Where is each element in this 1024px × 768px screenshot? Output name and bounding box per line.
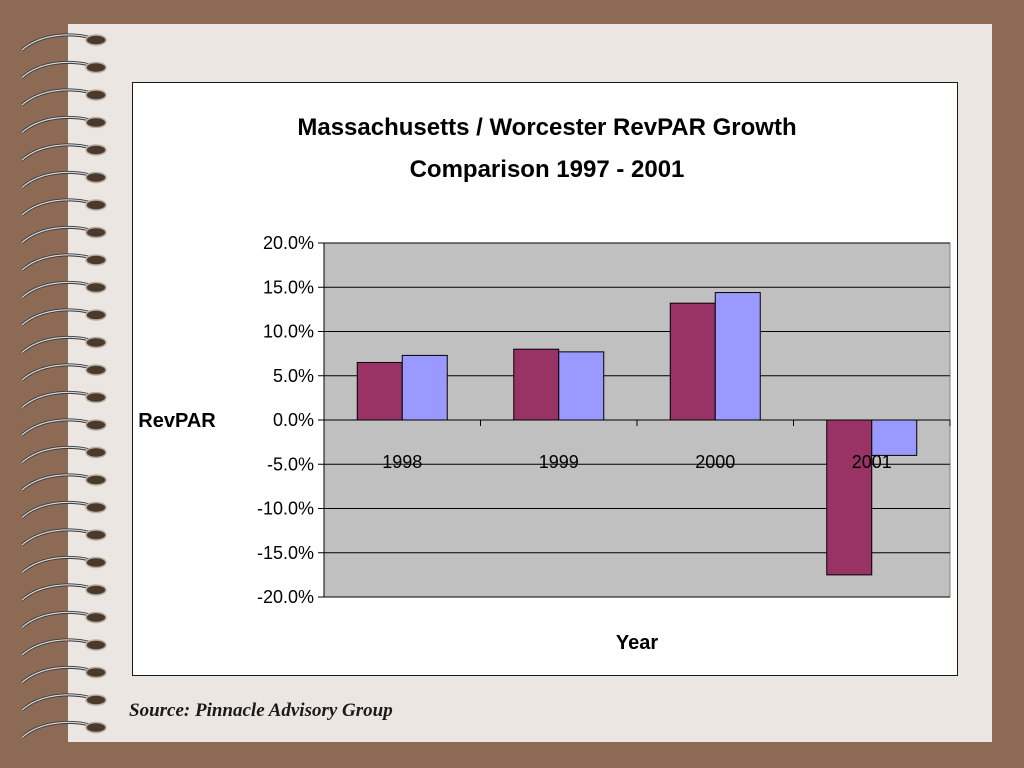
binding-coil xyxy=(21,446,93,463)
y-axis-title: RevPAR xyxy=(138,410,216,432)
source-note: Source: Pinnacle Advisory Group xyxy=(129,700,393,721)
chart-frame: Massachusetts / Worcester RevPAR Growth … xyxy=(132,82,958,676)
spiral-binding xyxy=(21,33,107,739)
y-tick-label: -10.0% xyxy=(257,499,314,519)
binding-hole xyxy=(85,171,107,184)
x-tick-label: 2001 xyxy=(852,452,892,472)
binding-hole xyxy=(85,281,107,294)
binding-hole xyxy=(85,666,107,679)
binding-hole xyxy=(85,144,107,156)
binding-hole xyxy=(85,89,107,101)
binding-coil xyxy=(21,336,93,353)
binding-hole xyxy=(85,364,107,376)
binding-hole xyxy=(85,116,107,129)
binding-coil xyxy=(21,584,93,601)
binding-coil xyxy=(21,281,93,298)
binding-hole xyxy=(85,309,107,321)
binding-coil xyxy=(21,364,93,381)
bar-1998-series-1 xyxy=(356,361,403,421)
binding-coil xyxy=(21,556,93,573)
binding-coil xyxy=(21,226,93,243)
y-tick-label: -5.0% xyxy=(267,454,314,474)
binding-hole xyxy=(85,501,107,514)
binding-coil xyxy=(21,639,93,656)
x-tick-label: 1999 xyxy=(539,452,579,472)
y-tick-label: -20.0% xyxy=(257,587,314,607)
binding-hole xyxy=(85,584,107,596)
bar-2001-series-1 xyxy=(826,419,873,576)
binding-coil xyxy=(21,529,93,546)
y-tick-label: 10.0% xyxy=(263,322,314,342)
y-tick-label: -15.0% xyxy=(257,543,314,563)
plot-area-group: 20.0% 15.0% 10.0% 5.0% 0.0% -5.0% -10.0% -15.0%… xyxy=(257,233,951,607)
x-tick-label: 1998 xyxy=(382,452,422,472)
binding-coil xyxy=(21,34,93,51)
bar-2001-series-2 xyxy=(871,419,918,456)
binding-hole xyxy=(85,254,107,266)
bar-2000-series-2 xyxy=(714,292,761,421)
binding-hole xyxy=(85,721,107,734)
binding-coil xyxy=(21,474,93,491)
binding-coil xyxy=(21,694,93,711)
binding-hole xyxy=(85,419,107,431)
binding-hole xyxy=(85,391,107,404)
x-axis-title: Year xyxy=(616,632,658,654)
y-tick-label: 20.0% xyxy=(263,233,314,253)
chart: Massachusetts / Worcester RevPAR Growth … xyxy=(138,114,951,654)
y-tick-label: 15.0% xyxy=(263,277,314,297)
y-tick-label: 0.0% xyxy=(273,410,314,430)
bar-1999-series-1 xyxy=(513,348,560,421)
binding-hole xyxy=(85,556,107,569)
binding-coil xyxy=(21,144,93,161)
binding-hole xyxy=(85,199,107,211)
binding-coil xyxy=(21,501,93,518)
binding-hole xyxy=(85,336,107,349)
binding-coil xyxy=(21,199,93,216)
chart-title-line-2: Comparison 1997 - 2001 xyxy=(410,156,685,183)
binding-hole xyxy=(85,694,107,706)
binding-coil xyxy=(21,419,93,436)
bar-1998-series-2 xyxy=(401,354,448,421)
binding-hole xyxy=(85,639,107,651)
x-tick-label: 2000 xyxy=(695,452,735,472)
binding-coil xyxy=(21,391,93,408)
bar-2000-series-1 xyxy=(669,302,716,421)
binding-coil xyxy=(21,116,93,133)
binding-coil xyxy=(21,89,93,106)
binding-coil xyxy=(21,254,93,271)
y-tick-label: 5.0% xyxy=(273,366,314,386)
binding-hole xyxy=(85,529,107,541)
binding-coil xyxy=(21,61,93,78)
binding-coil xyxy=(21,721,93,738)
binding-coil xyxy=(21,611,93,628)
bar-1999-series-2 xyxy=(558,351,605,421)
binding-hole xyxy=(85,226,107,239)
binding-hole xyxy=(85,34,107,46)
binding-coil xyxy=(21,666,93,683)
binding-hole xyxy=(85,611,107,624)
binding-hole xyxy=(85,474,107,486)
chart-title-line-1: Massachusetts / Worcester RevPAR Growth xyxy=(297,114,796,141)
binding-hole xyxy=(85,61,107,74)
binding-coil xyxy=(21,171,93,188)
binding-hole xyxy=(85,446,107,459)
binding-coil xyxy=(21,309,93,326)
